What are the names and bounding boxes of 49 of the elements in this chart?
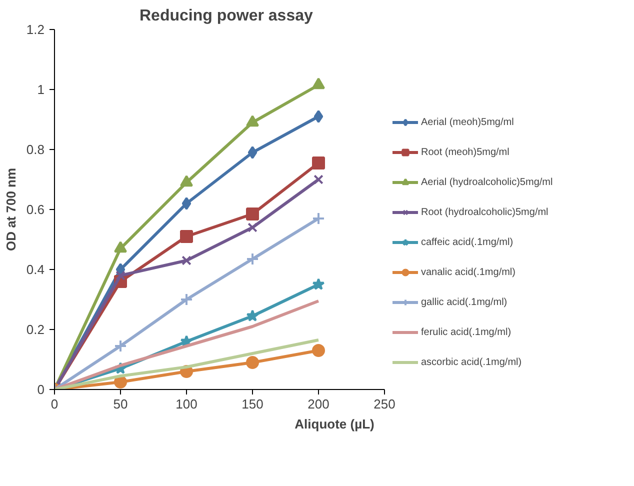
y-tick-label: 0.2 bbox=[26, 322, 45, 337]
line-series bbox=[54, 300, 320, 390]
x-tick-label: 200 bbox=[308, 396, 330, 412]
point bbox=[180, 175, 193, 187]
point bbox=[180, 230, 193, 243]
y-tick-label: 1 bbox=[37, 82, 45, 97]
legend-label: Aerial (meoh)5mg/ml bbox=[421, 116, 514, 128]
x-tick-label: 0 bbox=[50, 396, 58, 412]
point bbox=[114, 241, 127, 253]
point bbox=[248, 222, 258, 232]
point bbox=[182, 256, 192, 266]
point bbox=[312, 212, 325, 225]
point bbox=[312, 156, 325, 170]
legend-label: Root (hydroalcoholic)5mg/ml bbox=[421, 206, 548, 218]
x-tick-label: 250 bbox=[374, 396, 396, 412]
point bbox=[312, 344, 325, 357]
point bbox=[180, 293, 193, 306]
legend-label: gallic acid(.1mg/ml) bbox=[421, 296, 508, 308]
x-tick-label: 150 bbox=[242, 396, 264, 412]
legend-label: Aerial (hydroalcoholic)5mg/ml bbox=[421, 176, 553, 188]
y-tick-label: 0 bbox=[37, 382, 45, 397]
point bbox=[312, 78, 325, 90]
legend-label: caffeic acid(.1mg/ml) bbox=[421, 236, 514, 248]
point bbox=[114, 340, 127, 352]
point bbox=[314, 110, 324, 123]
point bbox=[312, 278, 325, 290]
point bbox=[248, 146, 258, 159]
point bbox=[246, 208, 259, 220]
point bbox=[314, 174, 324, 184]
x-tick-label: 100 bbox=[176, 396, 198, 412]
point bbox=[246, 310, 259, 322]
x-tick-label: 50 bbox=[113, 396, 128, 412]
y-axis-title: OD at 700 nm bbox=[3, 168, 18, 252]
point bbox=[116, 270, 126, 280]
x-axis-title: Aliquote (µL) bbox=[294, 416, 374, 432]
point bbox=[246, 115, 259, 127]
y-tick-label: 0.6 bbox=[26, 202, 45, 217]
y-tick-label: 0.8 bbox=[26, 142, 45, 157]
y-tick-label: 1.2 bbox=[26, 22, 45, 37]
point bbox=[182, 197, 192, 210]
legend-label: vanalic acid(.1mg/ml) bbox=[421, 266, 516, 278]
chart-title: Reducing power assay bbox=[140, 8, 313, 24]
y-tick-label: 0.4 bbox=[26, 262, 45, 277]
point bbox=[246, 252, 259, 266]
legend-label: ascorbic acid(.1mg/ml) bbox=[421, 356, 522, 368]
legend-label: Root (meoh)5mg/ml bbox=[421, 146, 510, 158]
legend-label: ferulic acid(.1mg/ml) bbox=[421, 326, 512, 338]
point bbox=[114, 376, 127, 388]
point bbox=[246, 356, 259, 369]
